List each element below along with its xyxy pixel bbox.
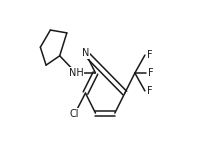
Text: F: F xyxy=(146,86,152,96)
Text: Cl: Cl xyxy=(70,109,79,119)
Text: F: F xyxy=(146,50,152,60)
Text: NH: NH xyxy=(68,68,83,78)
Text: N: N xyxy=(81,48,89,58)
Text: F: F xyxy=(148,68,153,78)
